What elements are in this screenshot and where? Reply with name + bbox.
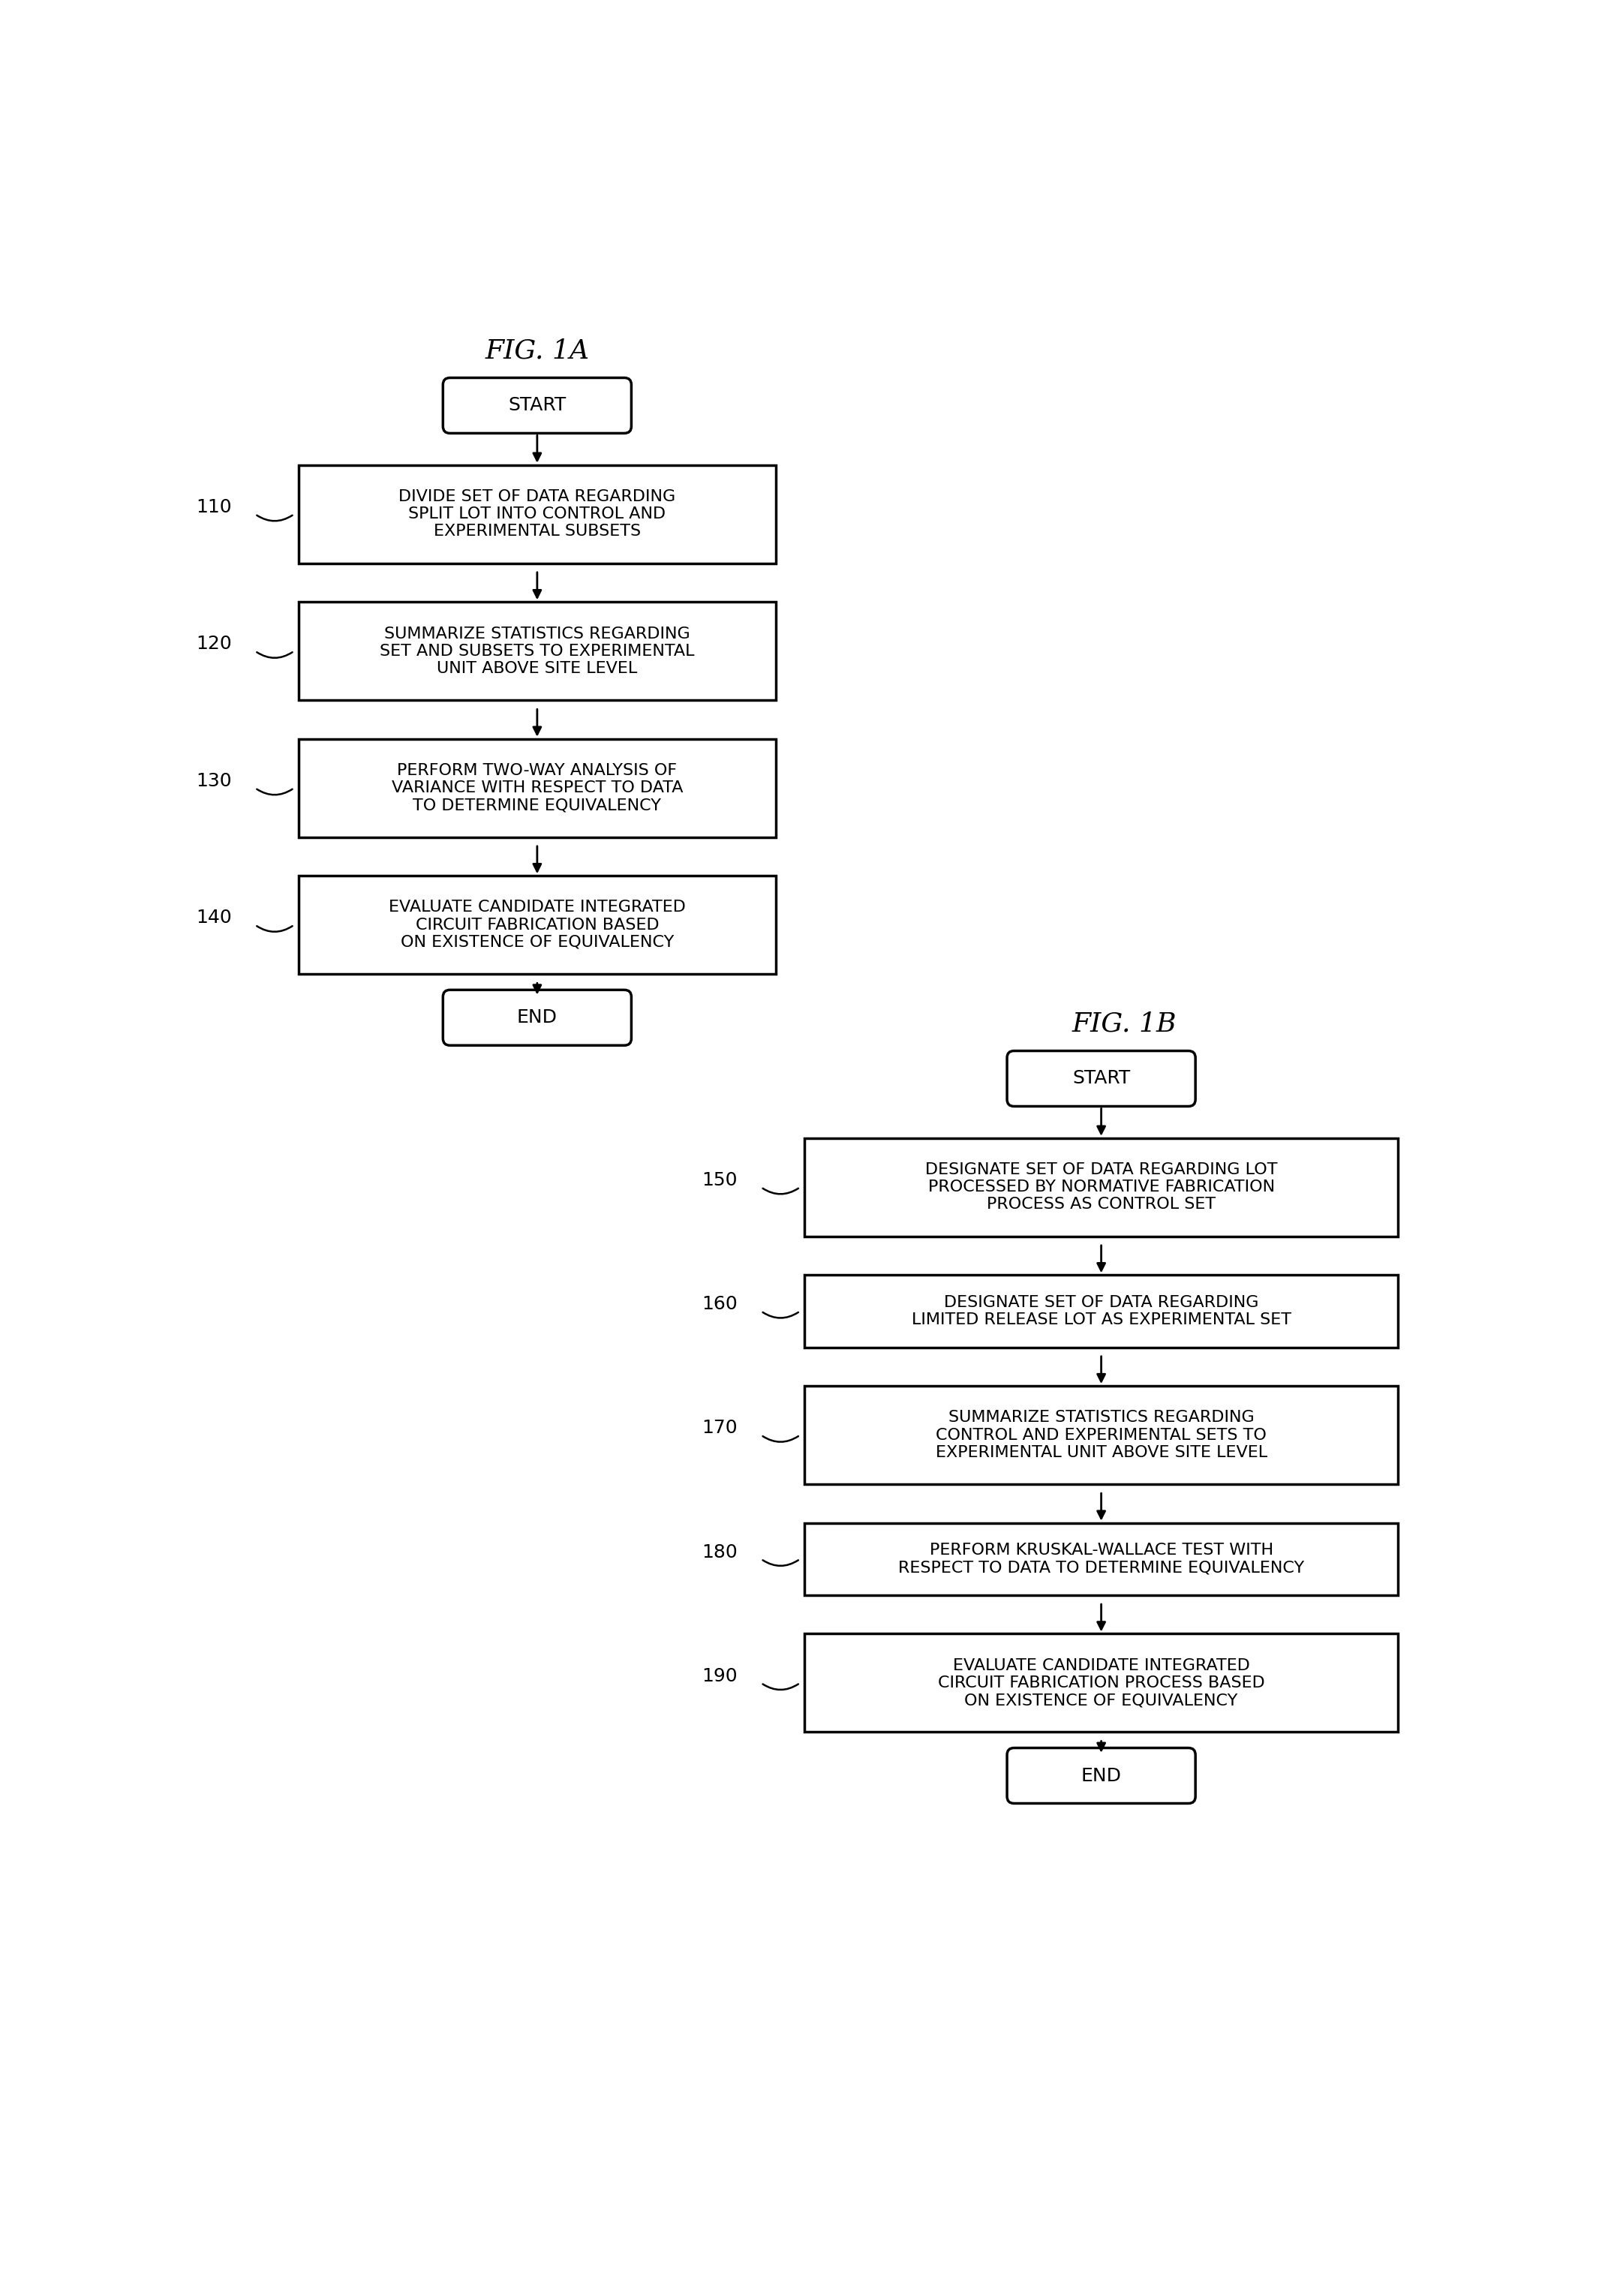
Text: 110: 110 [197,498,232,517]
Text: DESIGNATE SET OF DATA REGARDING
LIMITED RELEASE LOT AS EXPERIMENTAL SET: DESIGNATE SET OF DATA REGARDING LIMITED … [911,1295,1290,1327]
Text: SUMMARIZE STATISTICS REGARDING
SET AND SUBSETS TO EXPERIMENTAL
UNIT ABOVE SITE L: SUMMARIZE STATISTICS REGARDING SET AND S… [381,627,694,675]
Bar [804,1522,1398,1596]
Text: 160: 160 [702,1295,737,1313]
Text: 130: 130 [197,771,232,790]
FancyBboxPatch shape [1007,1747,1196,1802]
Text: START: START [508,397,566,416]
Text: DIVIDE SET OF DATA REGARDING
SPLIT LOT INTO CONTROL AND
EXPERIMENTAL SUBSETS: DIVIDE SET OF DATA REGARDING SPLIT LOT I… [398,489,676,540]
Text: EVALUATE CANDIDATE INTEGRATED
CIRCUIT FABRICATION PROCESS BASED
ON EXISTENCE OF : EVALUATE CANDIDATE INTEGRATED CIRCUIT FA… [937,1658,1265,1708]
Bar [804,1274,1398,1348]
FancyBboxPatch shape [1007,1052,1196,1107]
FancyBboxPatch shape [443,990,632,1045]
Text: END: END [1081,1766,1121,1784]
Text: 190: 190 [702,1667,737,1685]
Text: EVALUATE CANDIDATE INTEGRATED
CIRCUIT FABRICATION BASED
ON EXISTENCE OF EQUIVALE: EVALUATE CANDIDATE INTEGRATED CIRCUIT FA… [389,900,686,951]
Bar [299,602,776,700]
Text: 180: 180 [702,1543,737,1561]
Text: 170: 170 [702,1419,737,1437]
Bar [804,1139,1398,1235]
Text: FIG. 1A: FIG. 1A [484,338,590,363]
Text: PERFORM KRUSKAL-WALLACE TEST WITH
RESPECT TO DATA TO DETERMINE EQUIVALENCY: PERFORM KRUSKAL-WALLACE TEST WITH RESPEC… [899,1543,1305,1575]
Text: 120: 120 [197,636,232,652]
Text: 140: 140 [197,909,232,928]
Bar [299,466,776,563]
Bar [299,875,776,974]
Text: PERFORM TWO-WAY ANALYSIS OF
VARIANCE WITH RESPECT TO DATA
TO DETERMINE EQUIVALEN: PERFORM TWO-WAY ANALYSIS OF VARIANCE WIT… [392,762,683,813]
Bar [804,1635,1398,1731]
Text: 150: 150 [702,1171,737,1189]
Text: END: END [516,1008,558,1026]
Bar [299,739,776,838]
Text: SUMMARIZE STATISTICS REGARDING
CONTROL AND EXPERIMENTAL SETS TO
EXPERIMENTAL UNI: SUMMARIZE STATISTICS REGARDING CONTROL A… [935,1410,1266,1460]
Text: FIG. 1B: FIG. 1B [1073,1010,1177,1035]
Bar [804,1387,1398,1483]
Text: DESIGNATE SET OF DATA REGARDING LOT
PROCESSED BY NORMATIVE FABRICATION
PROCESS A: DESIGNATE SET OF DATA REGARDING LOT PROC… [926,1162,1278,1212]
FancyBboxPatch shape [443,379,632,434]
Text: START: START [1073,1070,1130,1088]
